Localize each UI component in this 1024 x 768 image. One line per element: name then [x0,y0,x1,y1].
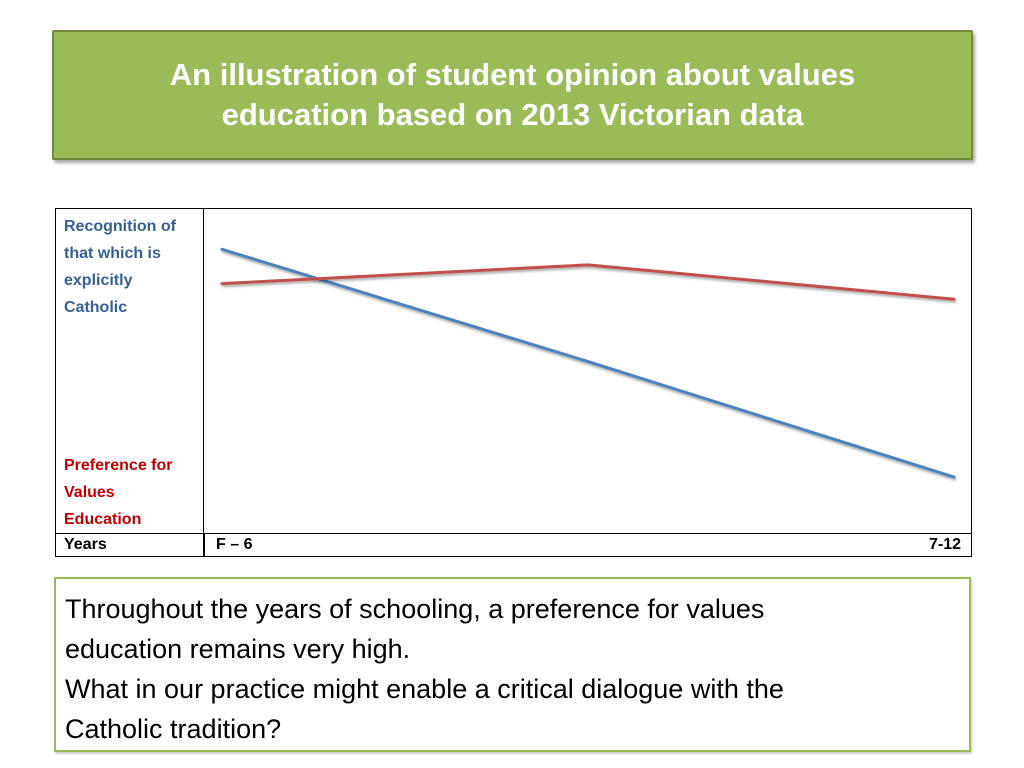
series-line-recognition [220,247,956,479]
x-axis-row: Years F – 6 7-12 [56,533,971,556]
y-axis-label-top: Recognition of that which is explicitly … [64,218,176,316]
y-axis-label-cell: Recognition of that which is explicitly … [56,209,204,533]
title-banner: An illustration of student opinion about… [52,30,973,160]
x-axis-row-divider [203,534,205,556]
slide-title-line-1: An illustration of student opinion about… [169,56,856,92]
slide-title-line-2: education based on 2013 Victorian data [221,97,804,132]
commentary-box: Throughout the years of schooling, a pre… [54,577,971,752]
commentary-line-2: education remains very high. [65,634,411,664]
commentary-line-4: Catholic tradition? [65,714,282,744]
series-line-preference [220,263,956,301]
commentary-line-3: What in our practice might enable a crit… [65,674,784,704]
x-tick-label-end: 7-12 [928,536,961,553]
x-axis-label: Years [64,536,107,553]
slide-title: An illustration of student opinion about… [170,55,855,136]
chart-table: Recognition of that which is explicitly … [55,208,972,557]
y-axis-label-bottom: Preference for Values Education [64,457,173,528]
plot-area [204,209,971,533]
x-tick-label-start: F – 6 [216,536,253,553]
line-chart [220,247,956,479]
commentary-line-1: Throughout the years of schooling, a pre… [65,594,765,624]
